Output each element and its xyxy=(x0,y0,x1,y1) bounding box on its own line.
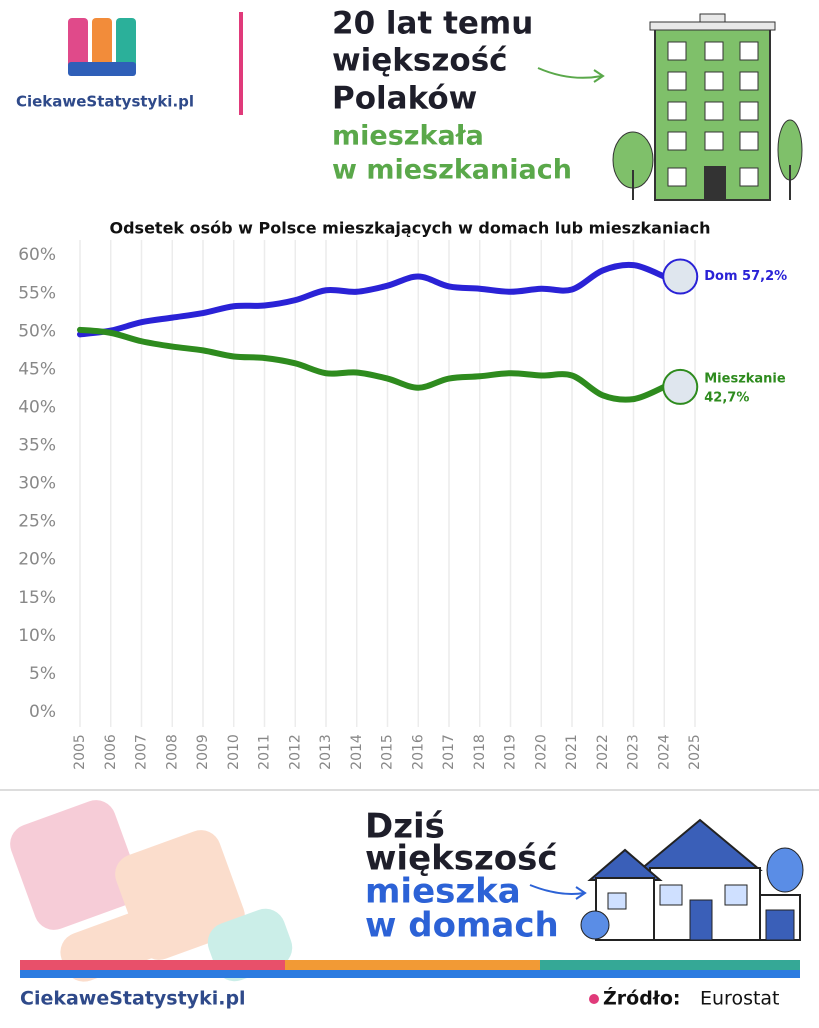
x-tick-label: 2007 xyxy=(134,734,150,770)
x-tick-label: 2019 xyxy=(503,734,519,770)
y-tick-label: 30% xyxy=(18,474,56,494)
color-band xyxy=(20,960,285,970)
footer-headline-line: Dziś xyxy=(365,807,445,847)
y-tick-label: 5% xyxy=(29,664,56,684)
end-label: 42,7% xyxy=(704,390,749,405)
color-band xyxy=(285,960,540,970)
x-tick-label: 2014 xyxy=(349,734,365,770)
x-tick-label: 2023 xyxy=(626,734,642,770)
source-dot xyxy=(589,994,599,1004)
footer-headline-line: większość xyxy=(365,839,558,879)
y-tick-label: 20% xyxy=(18,550,56,570)
x-tick-label: 2024 xyxy=(656,734,672,770)
y-tick-label: 60% xyxy=(18,245,56,265)
x-tick-label: 2005 xyxy=(72,734,88,770)
series-line xyxy=(77,261,668,338)
footer-headline-line: w domach xyxy=(365,906,559,946)
house-illustration xyxy=(580,818,804,941)
headline-line: Polaków xyxy=(332,81,477,117)
footer-logo: CiekaweStatystyki.pl xyxy=(20,988,246,1010)
apartment-illustration xyxy=(612,13,803,201)
chart-title: Odsetek osób w Polsce mieszkających w do… xyxy=(109,219,710,238)
source: Eurostat xyxy=(700,988,780,1010)
x-tick-label: 2008 xyxy=(164,734,180,770)
headline-line: mieszkała xyxy=(332,121,484,152)
y-tick-label: 40% xyxy=(18,397,56,417)
arrow xyxy=(537,67,605,83)
y-tick-label: 55% xyxy=(18,283,56,303)
y-tick-label: 50% xyxy=(18,321,56,341)
end-label: Mieszkanie xyxy=(704,371,786,386)
faded-logo xyxy=(10,800,293,982)
y-tick-label: 35% xyxy=(18,436,56,456)
footer-headline-line: mieszka xyxy=(365,872,521,912)
logo-text: CiekaweStatystyki.pl xyxy=(16,93,194,111)
x-tick-label: 2025 xyxy=(687,734,703,770)
x-tick-label: 2013 xyxy=(318,734,334,770)
x-tick-label: 2017 xyxy=(441,734,457,770)
x-tick-label: 2006 xyxy=(103,734,119,770)
y-tick-label: 15% xyxy=(18,588,56,608)
headline-line: większość xyxy=(332,43,508,79)
x-tick-label: 2009 xyxy=(195,734,211,770)
y-tick-label: 0% xyxy=(29,702,56,722)
x-tick-label: 2018 xyxy=(472,734,488,770)
x-tick-label: 2022 xyxy=(595,734,611,770)
x-tick-label: 2021 xyxy=(564,734,580,770)
x-tick-label: 2012 xyxy=(287,734,303,770)
headline-line: 20 lat temu xyxy=(332,6,533,42)
end-marker xyxy=(662,368,699,405)
headline-line: w mieszkaniach xyxy=(332,155,572,186)
x-tick-label: 2015 xyxy=(380,734,396,770)
x-tick-label: 2010 xyxy=(226,734,242,770)
chart: 0% 5% 10% 15% 20% 25% 30% 35% 40% 45% 50% 55% 60% 200… xyxy=(18,240,787,770)
y-tick-label: 10% xyxy=(18,626,56,646)
x-tick-label: 2020 xyxy=(533,734,549,770)
color-band xyxy=(540,960,800,970)
end-marker xyxy=(662,258,699,295)
arrow xyxy=(529,884,587,900)
x-tick-label: 2016 xyxy=(410,734,426,770)
y-tick-label: 45% xyxy=(18,359,56,379)
end-label: Dom 57,2% xyxy=(704,269,787,284)
logo-icon xyxy=(68,18,136,76)
x-tick-label: 2011 xyxy=(257,734,273,770)
series-line xyxy=(77,326,668,403)
y-tick-label: 25% xyxy=(18,512,56,532)
source-label: Źródło: xyxy=(603,987,681,1010)
color-band xyxy=(20,970,800,978)
